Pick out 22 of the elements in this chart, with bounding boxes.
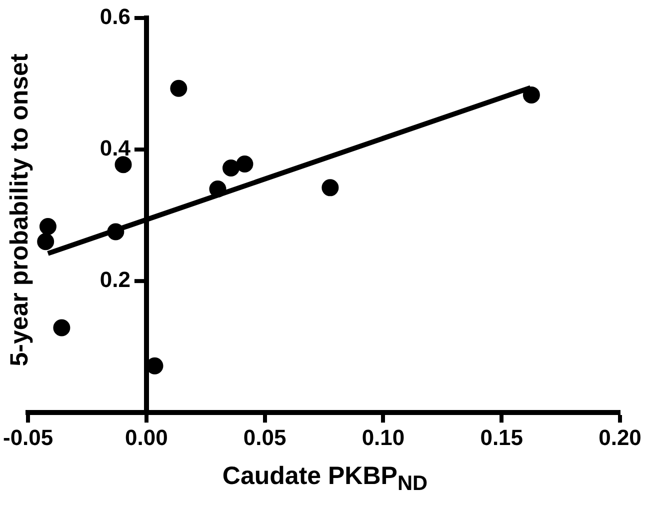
point [236, 156, 254, 172]
point [170, 80, 188, 97]
point [37, 233, 54, 250]
y-tick-label: 0.6 [100, 4, 130, 30]
point [39, 218, 56, 235]
x-tick-label: 0.15 [480, 424, 524, 450]
x-tick-label: 0.05 [243, 424, 286, 450]
point [522, 86, 540, 104]
x-tick-label: 0.10 [362, 424, 405, 450]
point [209, 180, 226, 198]
point [222, 159, 240, 176]
x-tick-label: 0.00 [125, 424, 168, 450]
point [322, 179, 339, 196]
y-tick-label: 0.4 [100, 136, 132, 161]
point [107, 223, 124, 240]
x-tick-label: 0.20 [598, 424, 642, 450]
y-axis-title: 5-year probability to onset [6, 54, 34, 366]
x-tick-label: -0.05 [2, 424, 54, 450]
point [114, 156, 132, 174]
x-axis-title: Caudate PKBP$_{ND}$ [221, 462, 429, 496]
point [53, 319, 70, 336]
y-tick-label: 0.2 [100, 267, 130, 292]
